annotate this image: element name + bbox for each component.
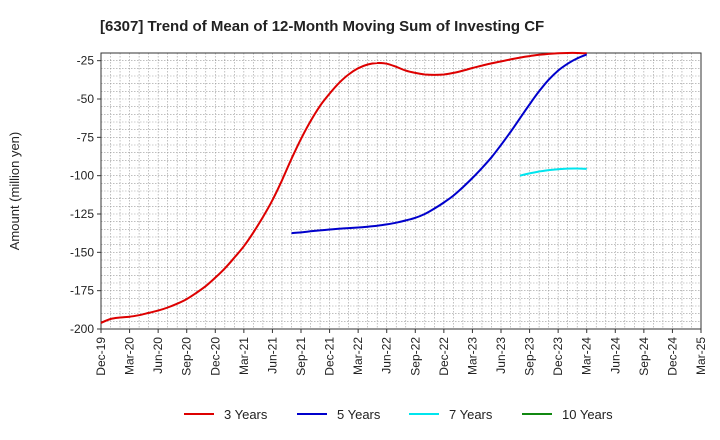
x-tick-label: Mar-23 [465, 337, 479, 375]
x-tick-label: Dec-19 [94, 337, 108, 376]
x-tick-label: Dec-22 [437, 337, 451, 376]
series-lines [100, 51, 588, 324]
y-axis-ticks: -25 -50 -75 -100 -125 -150 -175 -200 [70, 54, 101, 336]
legend-label: 7 Years [449, 407, 493, 422]
x-tick-label: Mar-21 [237, 337, 251, 375]
x-tick-label: Jun-23 [494, 337, 508, 374]
y-tick-label: -75 [77, 130, 95, 144]
y-tick-label: -100 [70, 169, 94, 183]
x-tick-label: Sep-24 [637, 337, 651, 376]
x-tick-label: Dec-20 [208, 337, 222, 376]
x-tick-label: Jun-22 [380, 337, 394, 374]
legend-label: 3 Years [224, 407, 268, 422]
series-line-7-years [519, 167, 587, 177]
series-line-3-years [100, 51, 587, 324]
y-tick-label: -50 [77, 92, 95, 106]
legend-label: 5 Years [337, 407, 381, 422]
x-tick-label: Sep-20 [180, 337, 194, 376]
x-tick-label: Mar-22 [351, 337, 365, 375]
x-tick-label: Jun-21 [265, 337, 279, 374]
x-tick-label: Mar-20 [123, 337, 137, 375]
series-line-5-years [291, 53, 588, 235]
x-tick-label: Sep-22 [408, 337, 422, 376]
chart-title: [6307] Trend of Mean of 12-Month Moving … [100, 18, 544, 35]
x-tick-label: Dec-21 [323, 337, 337, 376]
x-tick-label: Dec-23 [551, 337, 565, 376]
x-axis-ticks: Dec-19 Mar-20 Jun-20 Sep-20 Dec-20 Mar-21 Jun-… [94, 329, 708, 376]
legend-label: 10 Years [562, 407, 613, 422]
x-tick-label: Mar-25 [694, 337, 708, 375]
x-tick-label: Dec-24 [665, 337, 679, 376]
y-tick-label: -125 [70, 207, 94, 221]
y-axis-label: Amount (million yen) [7, 132, 22, 251]
legend: 3 Years 5 Years 7 Years 10 Years [184, 407, 613, 422]
x-tick-label: Mar-24 [580, 337, 594, 375]
plot-frame [100, 52, 702, 330]
grid-lines [101, 53, 701, 329]
y-tick-label: -150 [70, 245, 94, 259]
y-tick-label: -175 [70, 284, 94, 298]
y-tick-label: -25 [77, 54, 95, 68]
x-tick-label: Jun-20 [151, 337, 165, 374]
x-tick-label: Sep-21 [294, 337, 308, 376]
y-tick-label: -200 [70, 322, 94, 336]
x-tick-label: Sep-23 [523, 337, 537, 376]
x-tick-label: Jun-24 [608, 337, 622, 374]
